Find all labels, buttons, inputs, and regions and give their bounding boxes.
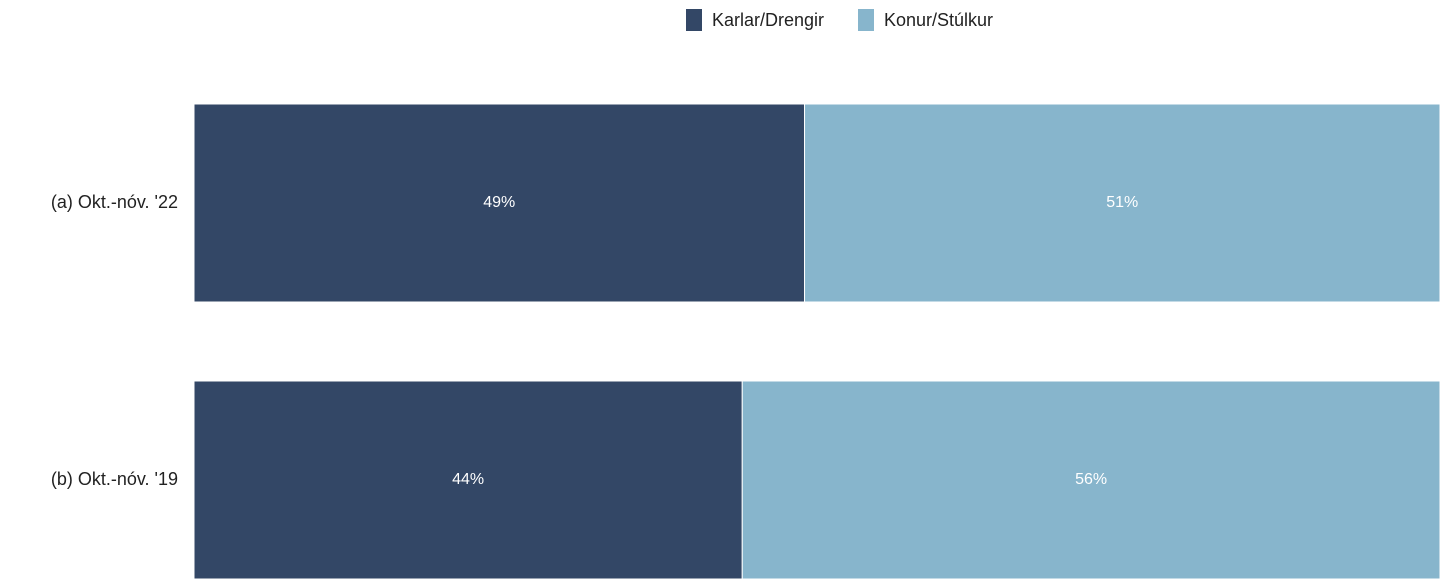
- bar-segment: [804, 103, 1440, 303]
- category-label: (a) Okt.-nóv. '22: [51, 192, 178, 212]
- bar-segment: [741, 380, 1440, 579]
- legend-label: Karlar/Drengir: [712, 10, 824, 30]
- value-label: 56%: [1075, 471, 1107, 488]
- category-label: (b) Okt.-nóv. '19: [51, 469, 178, 489]
- value-label: 44%: [452, 471, 484, 488]
- value-label: 49%: [483, 194, 515, 211]
- legend-swatch: [686, 9, 702, 31]
- bar-segment: [193, 103, 806, 303]
- legend-label: Konur/Stúlkur: [884, 10, 993, 30]
- legend-swatch: [858, 9, 874, 31]
- value-label: 51%: [1106, 194, 1138, 211]
- bar-segment: [193, 380, 743, 579]
